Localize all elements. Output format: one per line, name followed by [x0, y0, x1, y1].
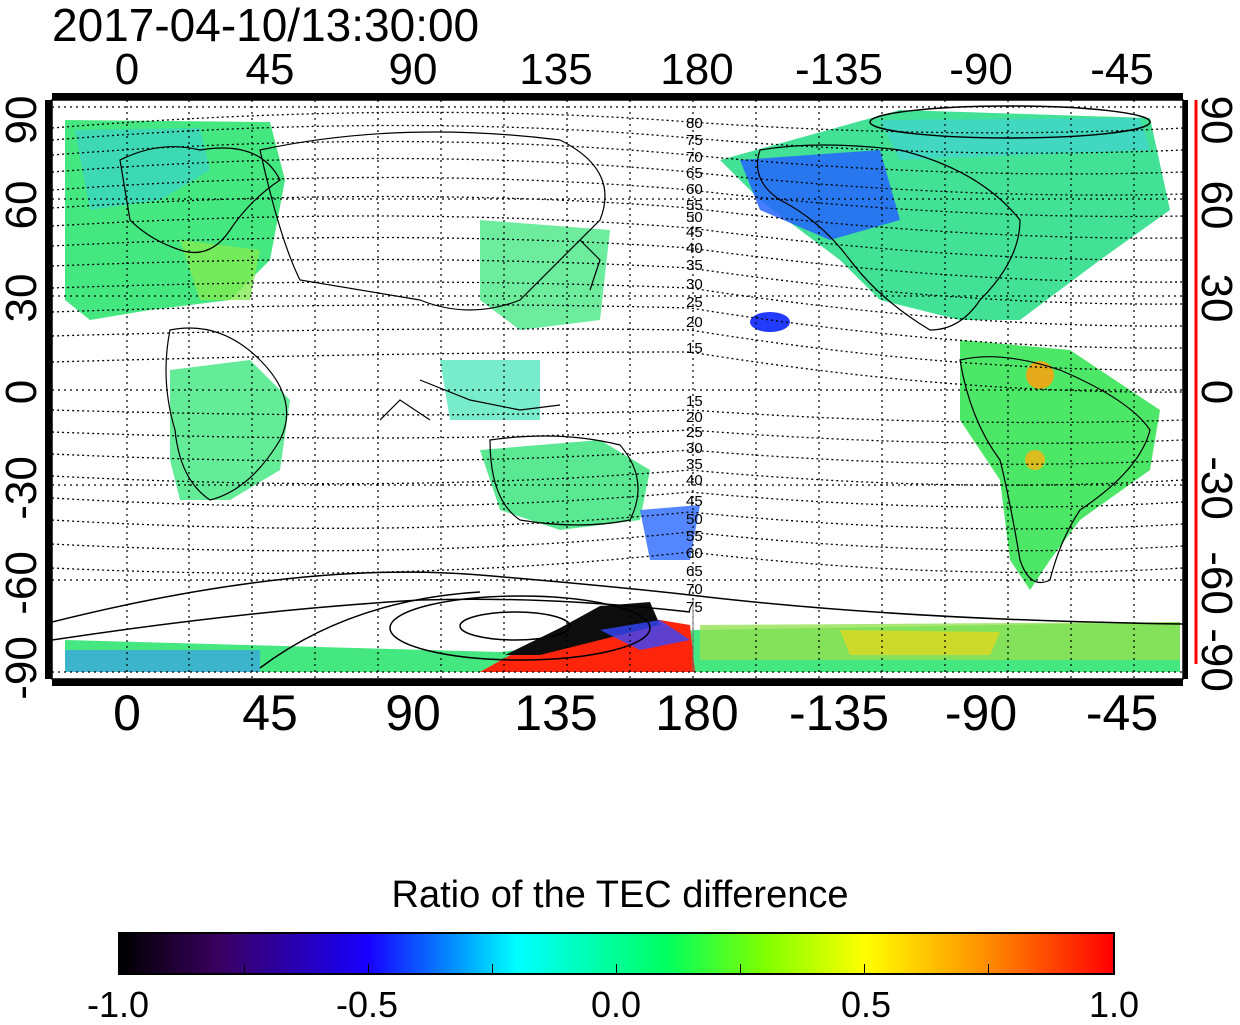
contour-label: 25 — [686, 424, 703, 441]
right-lat-tick: 90 — [1192, 95, 1240, 145]
colorbar — [118, 932, 1115, 975]
contour-label: 45 — [686, 224, 703, 241]
contour-label: 15 — [686, 340, 703, 357]
right-lat-tick: 30 — [1192, 273, 1240, 323]
coastlines — [119, 131, 1151, 584]
bottom-axis-bar — [52, 679, 1183, 686]
contour-label: 55 — [686, 528, 703, 545]
contour-label: 25 — [686, 294, 703, 311]
south-america-patch — [960, 340, 1160, 590]
left-lat-tick: 0 — [0, 379, 46, 405]
contour-label: 60 — [686, 545, 703, 562]
left-lat-tick: 60 — [0, 180, 46, 230]
contour-label: 65 — [686, 165, 703, 182]
colorbar-tick: 0.5 — [840, 984, 892, 1025]
bottom-lon-tick: -135 — [788, 685, 890, 741]
top-lon-tick: 90 — [388, 45, 438, 94]
australia-patch — [480, 440, 650, 530]
top-lon-tick: -90 — [949, 45, 1013, 94]
right-lat-tick: 0 — [1192, 379, 1240, 405]
contour-label: 50 — [686, 209, 703, 226]
contour-label: 45 — [686, 493, 703, 510]
contour-label: 20 — [686, 409, 703, 426]
colorbar-tick: 1.0 — [1088, 984, 1140, 1025]
top-axis-bar — [52, 93, 1183, 100]
bottom-lon-tick: 180 — [655, 685, 739, 741]
contour-label: 55 — [686, 197, 703, 214]
contour-label: 30 — [686, 440, 703, 457]
africa-patch — [170, 360, 290, 500]
contour-label: 35 — [686, 257, 703, 274]
contour-label: 75 — [686, 599, 703, 616]
contour-label: 80 — [686, 115, 703, 132]
left-lat-tick: -60 — [0, 551, 46, 615]
bottom-lon-tick: 135 — [514, 685, 598, 741]
contour-label: 65 — [686, 563, 703, 580]
right-lat-tick: -30 — [1192, 456, 1240, 520]
top-lon-tick: 45 — [245, 45, 295, 94]
contour-label: 60 — [686, 181, 703, 198]
contour-label: 35 — [686, 456, 703, 473]
magnetic-latitude-contours — [52, 111, 1183, 574]
left-lat-tick: 90 — [0, 95, 46, 145]
contour-label: 40 — [686, 240, 703, 257]
top-lon-tick: 0 — [114, 45, 140, 94]
contour-label: 70 — [686, 581, 703, 598]
contour-label: 70 — [686, 149, 703, 166]
left-lat-tick: 30 — [0, 273, 46, 323]
left-axis-bar — [45, 100, 52, 679]
right-axis-bar — [1183, 100, 1188, 679]
top-lon-tick: 135 — [519, 45, 593, 94]
contour-label: 50 — [686, 511, 703, 528]
top-lon-tick: 180 — [660, 45, 734, 94]
polar-contours — [52, 105, 1183, 669]
contour-label: 15 — [686, 393, 703, 410]
right-lat-tick: 60 — [1192, 180, 1240, 230]
contour-label: 20 — [686, 314, 703, 331]
tec-data-patches — [65, 110, 1180, 672]
contour-label: 75 — [686, 132, 703, 149]
colorbar-tick: 0.0 — [590, 984, 642, 1025]
top-lon-tick: -45 — [1090, 45, 1154, 94]
colorbar-tick: -0.5 — [335, 984, 399, 1025]
contour-label-group: 80 75 70 65 60 55 50 45 40 35 30 25 20 1… — [686, 115, 703, 616]
bottom-lon-tick: 45 — [242, 685, 298, 741]
contour-label: 30 — [686, 276, 703, 293]
colorbar-tick: -1.0 — [86, 984, 150, 1025]
colorbar-title: Ratio of the TEC difference — [391, 874, 849, 916]
top-lon-tick: -135 — [794, 45, 884, 94]
bottom-lon-tick: -90 — [944, 685, 1018, 741]
left-lat-tick: -30 — [0, 456, 46, 520]
bottom-lon-tick: 90 — [385, 685, 441, 741]
bottom-lon-tick: 0 — [113, 685, 141, 741]
bottom-lon-tick: -45 — [1085, 685, 1159, 741]
contour-label: 40 — [686, 472, 703, 489]
map-timestamp-title: 2017-04-10/13:30:00 — [52, 0, 480, 51]
right-lat-tick: -60 — [1192, 551, 1240, 615]
left-lat-tick: -90 — [0, 636, 46, 700]
black-anomaly — [505, 602, 660, 655]
right-lat-tick: -90 — [1192, 628, 1240, 692]
